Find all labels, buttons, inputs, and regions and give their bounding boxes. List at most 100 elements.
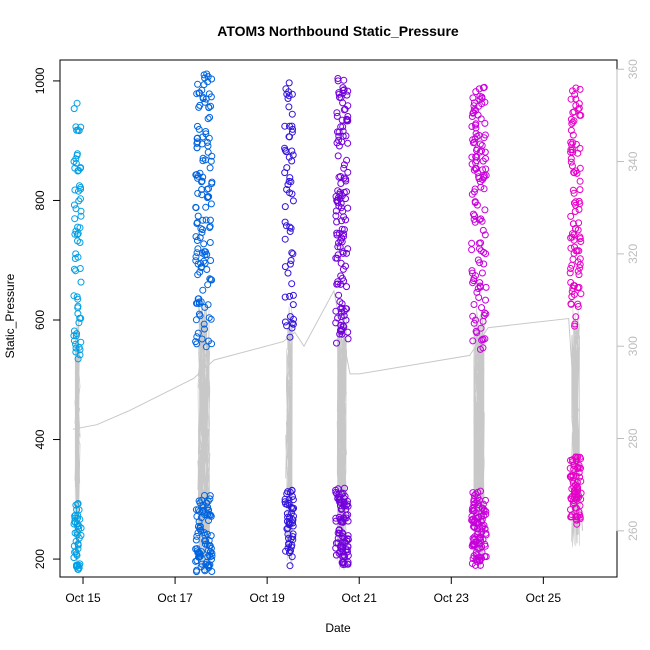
data-point [338,304,346,312]
data-point [334,529,342,537]
data-point [284,269,292,277]
data-point [567,265,575,272]
data-point [482,310,490,318]
data-point [468,516,476,524]
trend-line [72,289,583,531]
data-point [285,153,293,161]
data-point [468,239,476,247]
data-point [208,152,216,160]
data-point [569,458,577,466]
data-point [77,195,84,203]
data-point [575,197,583,205]
data-point [199,226,206,234]
data-point [468,113,476,120]
data-point [74,561,82,569]
x-tick-label: Oct 19 [249,591,285,605]
data-point [340,161,348,169]
x-tick-label: Oct 21 [342,591,378,605]
data-point [567,158,575,166]
data-point [340,277,348,285]
data-point [281,318,289,326]
data-point [335,142,343,150]
data-point [481,309,489,317]
data-point [568,471,576,479]
data-point [281,218,289,226]
data-point [194,549,202,557]
data-point [340,230,348,238]
data-point [201,567,209,575]
data-point [338,516,346,524]
data-point [289,301,297,309]
data-point [73,293,81,301]
data-point [193,333,201,341]
data-point [342,505,350,513]
data-point [574,303,582,310]
data-point [482,496,489,504]
data-point [337,199,345,207]
data-point [205,551,213,559]
data-point [288,147,296,155]
data-point [70,265,78,273]
data-point [198,178,205,186]
data-point [289,291,297,299]
data-point [576,255,584,263]
data-point [203,138,211,146]
data-point [75,343,83,351]
data-point [479,84,487,92]
data-point [286,223,294,231]
data-point [343,283,350,291]
data-point [478,304,485,312]
data-point [337,313,345,321]
data-point [482,510,490,518]
data-point [473,201,481,209]
data-point [72,159,80,167]
data-point [337,180,345,187]
data-point [76,239,84,246]
data-point [344,116,351,124]
data-point [336,330,344,338]
data-point [472,561,479,569]
data-point [344,517,352,525]
data-point [474,494,482,502]
data-point [477,512,485,520]
data-point [74,565,82,573]
data-point [76,265,84,272]
data-point [476,533,484,541]
data-point [480,312,488,319]
data-point [205,134,213,142]
data-point [199,286,207,294]
data-point [473,329,481,337]
data-point [471,198,479,206]
data-point [567,244,575,252]
data-point [342,262,349,270]
data-point [333,339,340,347]
data-point [195,553,203,561]
data-point [470,210,477,218]
data-point [334,75,342,82]
data-point [575,104,583,112]
data-point [288,505,296,513]
data-point [574,267,582,275]
x-tick-label: Oct 15 [65,591,101,605]
data-point [470,523,477,531]
data-point [470,541,477,549]
data-point [570,236,578,244]
data-point [475,535,483,543]
data-point [336,327,344,334]
data-point [569,230,576,238]
data-point [76,164,84,172]
data-point [478,269,486,277]
data-point [482,250,490,258]
data-point [284,181,292,189]
data-point [288,122,296,130]
data-point [577,111,585,119]
data-point [207,157,215,165]
data-point [478,142,486,149]
chart-title: ATOM3 Northbound Static_Pressure [217,23,459,39]
data-point [572,313,580,321]
data-point [570,483,578,491]
data-point [334,198,342,206]
data-point [334,314,342,322]
data-point [473,497,481,505]
y-tick-label: 200 [33,549,47,569]
